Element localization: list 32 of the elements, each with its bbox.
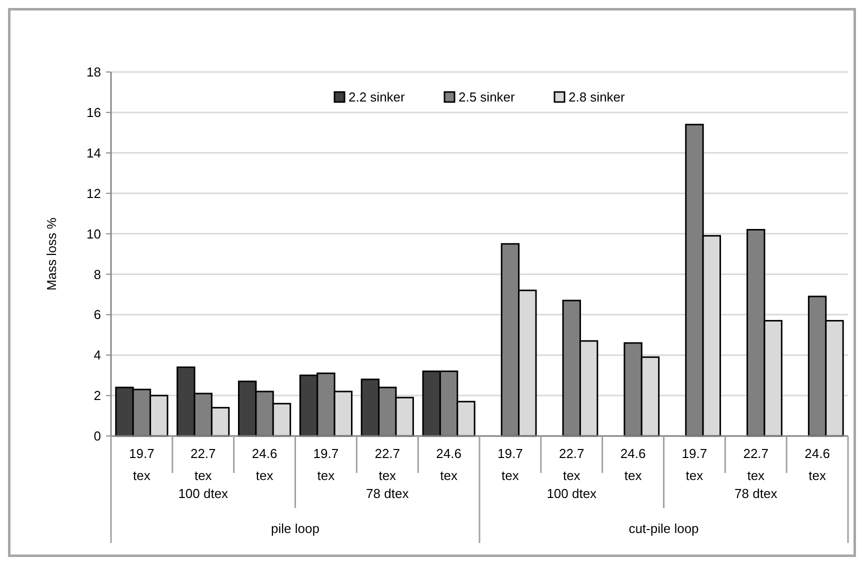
text: 78 dtex xyxy=(366,486,410,501)
y-tick-label: 18 xyxy=(86,64,101,80)
y-tick-label: 16 xyxy=(86,104,101,120)
legend-label: 2.5 sinker xyxy=(458,90,516,105)
x-tick-label: 19.7 tex xyxy=(129,446,154,483)
y-tick-label: 2 xyxy=(94,388,101,404)
y-tick-label: 6 xyxy=(94,307,101,322)
x-tick-label: 24.6 tex xyxy=(252,446,278,483)
text: 100 dtex xyxy=(178,486,229,501)
y-axis-title: Mass loss % xyxy=(44,217,59,290)
x-tick-label: 22.7 tex xyxy=(374,446,400,483)
x-tick-label: 19.7 tex xyxy=(498,446,523,483)
text: 78 dtex xyxy=(734,486,778,501)
x-tick-label: 24.6 tex xyxy=(436,446,462,483)
y-tick-label: 4 xyxy=(94,348,101,363)
x-tick-label: 19.7 tex xyxy=(313,446,339,483)
x-tick-label: 19.7 tex xyxy=(682,446,708,483)
text: pile loop xyxy=(271,521,320,536)
legend-label: 2.2 sinker xyxy=(348,90,406,105)
x-tick-label: 22.7 tex xyxy=(743,446,769,483)
legend-label: 2.8 sinker xyxy=(568,90,626,105)
y-tick-label: 12 xyxy=(86,186,101,201)
text: cut-pile loop xyxy=(628,521,699,536)
x-tick-label: 24.6 tex xyxy=(804,446,830,483)
y-tick-label: 8 xyxy=(94,266,101,282)
y-tick-label: 0 xyxy=(94,428,101,444)
x-tick-label: 22.7 tex xyxy=(190,446,216,483)
y-tick-label: 10 xyxy=(86,226,101,242)
x-tick-label: 24.6 tex xyxy=(620,446,646,483)
x-tick-label: 22.7 tex xyxy=(558,446,584,483)
y-tick-label: 14 xyxy=(86,145,101,160)
text: 100 dtex xyxy=(546,486,598,501)
